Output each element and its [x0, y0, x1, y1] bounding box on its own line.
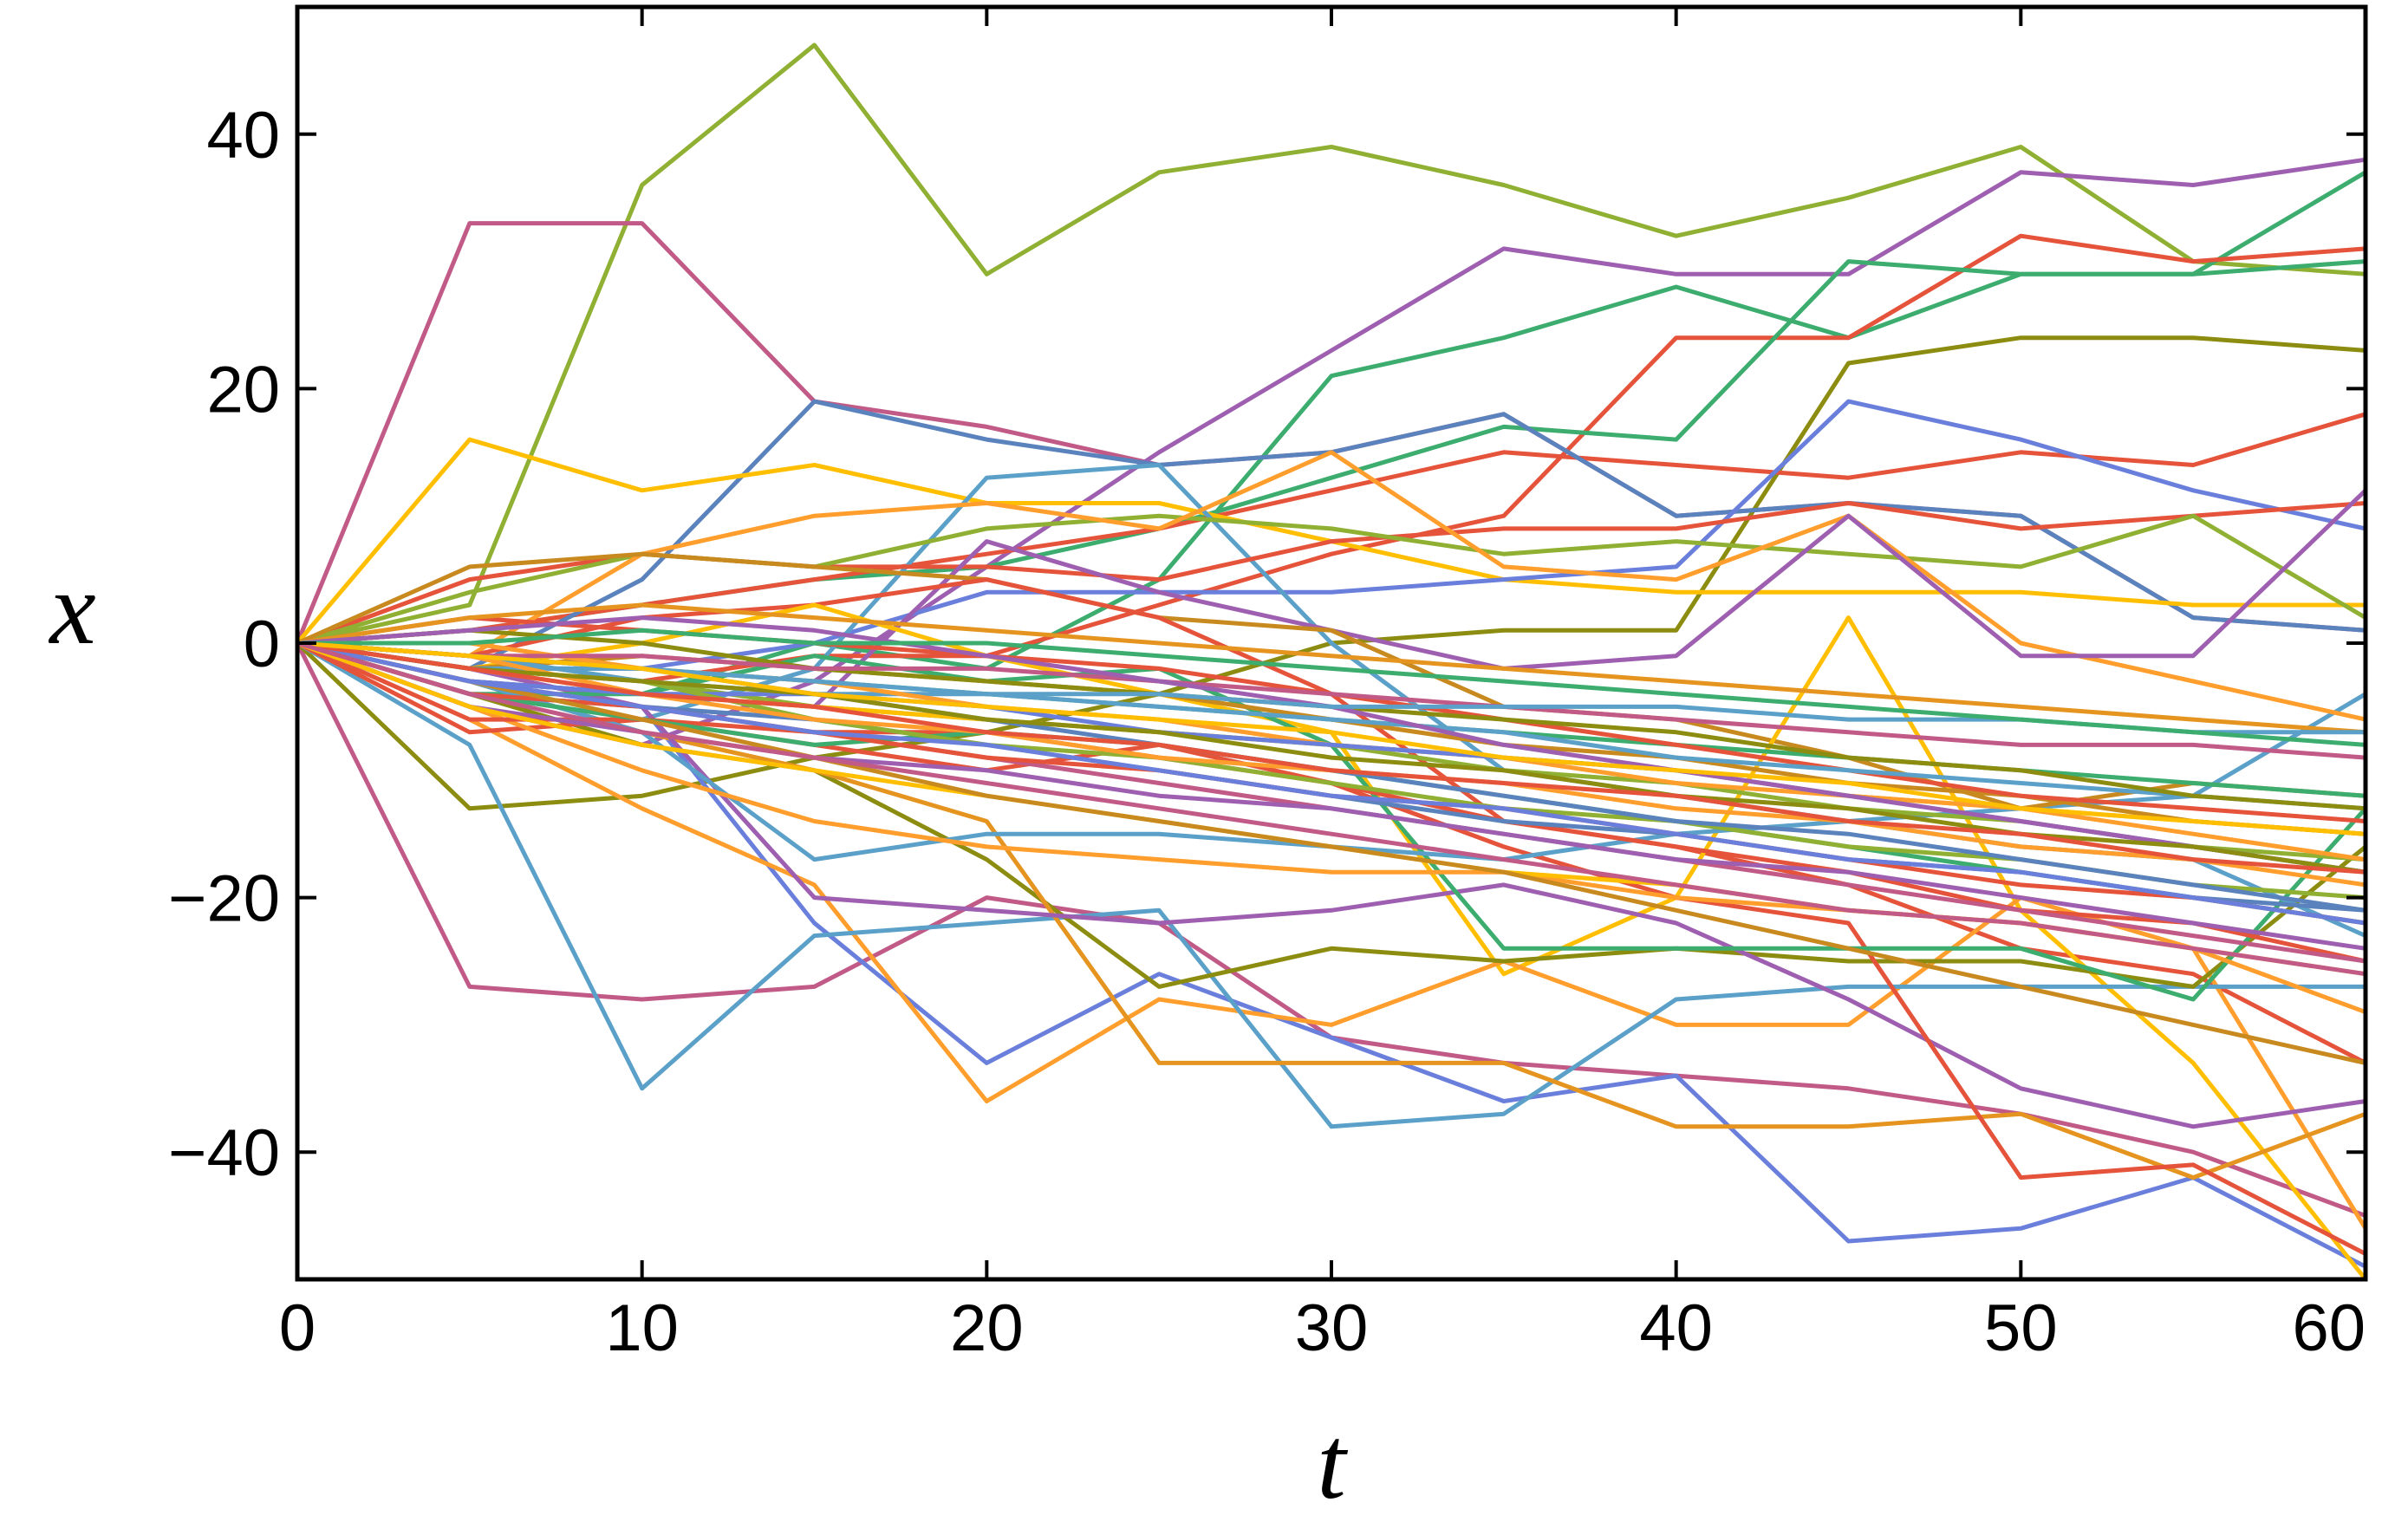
- x-tick-label: 10: [605, 1291, 679, 1365]
- series-line-13: [296, 463, 2367, 823]
- y-axis-label: x: [48, 550, 95, 666]
- series-line-6: [296, 233, 2366, 684]
- series-line-2: [295, 221, 2366, 644]
- series-line-59: [296, 641, 2366, 836]
- y-tick-label: −40: [168, 1116, 280, 1190]
- x-tick-label: 0: [279, 1291, 316, 1365]
- y-tick-label: 20: [206, 353, 280, 426]
- series-line-57: [296, 641, 2366, 926]
- y-tick-label: 40: [206, 99, 280, 172]
- x-tick-label: 30: [1295, 1291, 1369, 1365]
- series-line-5: [296, 170, 2367, 697]
- x-tick-label: 40: [1639, 1291, 1713, 1365]
- series-line-52: [296, 641, 2366, 1065]
- series-line-1: [296, 42, 2366, 646]
- series-line-46: [296, 641, 2366, 760]
- series-line-60: [296, 641, 2366, 977]
- x-axis: 0 10 20 30 40 50 60: [279, 7, 2367, 1365]
- y-tick-label: 0: [244, 608, 280, 681]
- x-axis-label: t: [1317, 1405, 1348, 1520]
- x-tick-label: 20: [950, 1291, 1024, 1365]
- x-tick-label: 50: [1984, 1291, 2058, 1365]
- series-line-55: [297, 628, 2366, 747]
- series-layer: [295, 42, 2368, 1281]
- series-line-58: [296, 641, 2366, 875]
- x-tick-label: 60: [2292, 1291, 2366, 1365]
- y-axis: −40 −20 0 20 40: [168, 99, 2366, 1190]
- y-tick-label: −20: [168, 862, 280, 936]
- series-line-47: [296, 602, 2366, 735]
